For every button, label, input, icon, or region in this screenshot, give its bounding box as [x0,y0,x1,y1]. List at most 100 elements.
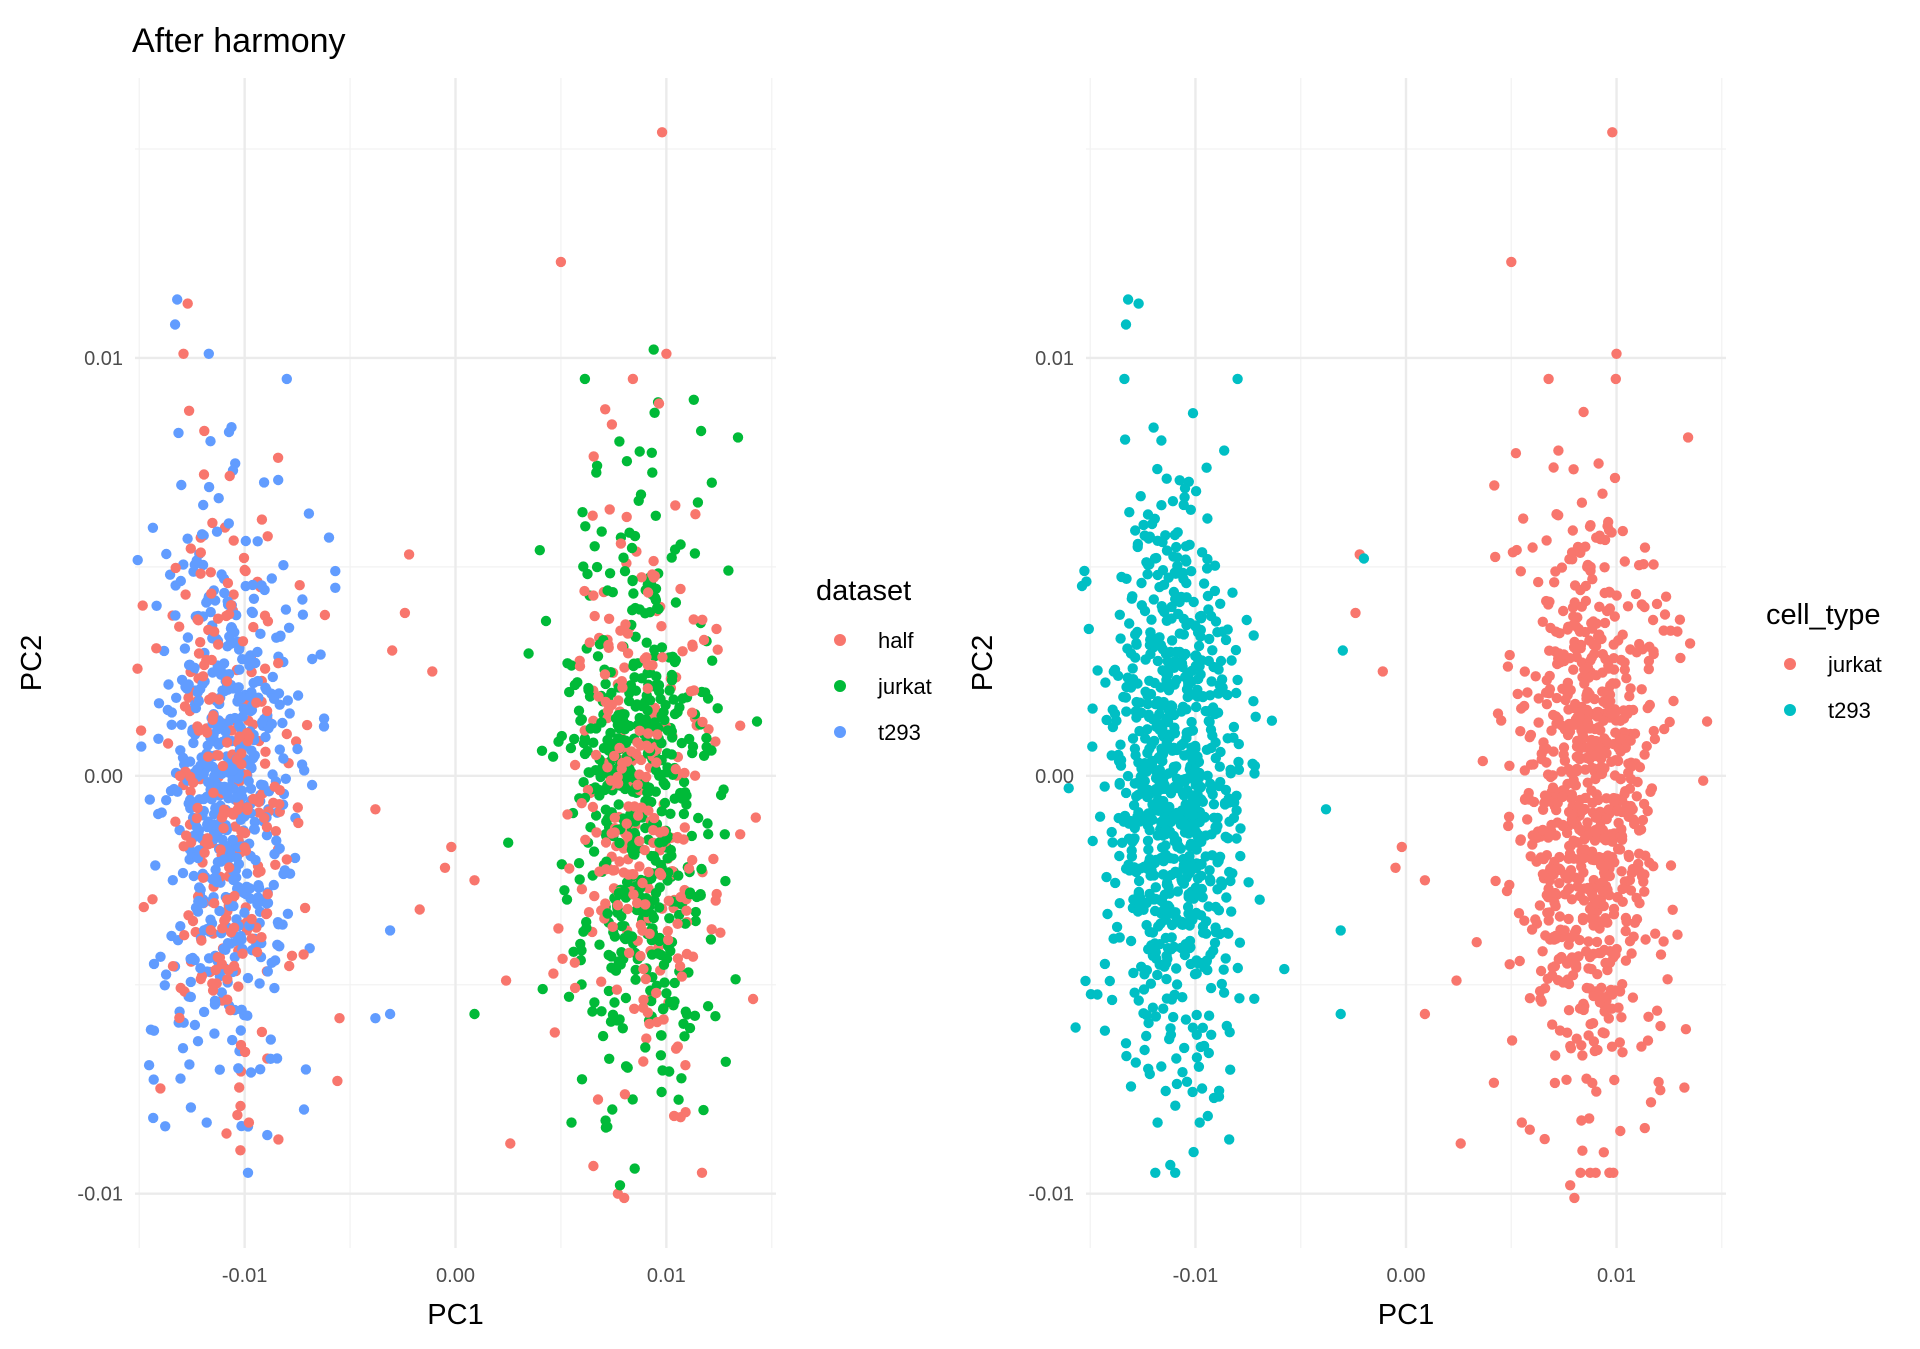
data-point-half [251,946,263,958]
data-point-t293 [1154,959,1165,970]
data-point-half [147,894,158,905]
data-point-t293 [318,721,330,732]
data-point-t293 [266,573,277,584]
data-point-half [239,1046,251,1058]
data-point-jurkat [1601,605,1613,617]
data-point-half [284,960,295,972]
data-point-t293 [1110,877,1121,889]
data-point-jurkat [1599,833,1610,845]
data-point-t293 [1169,811,1180,822]
data-point-jurkat [1578,1004,1589,1016]
data-point-t293 [1171,541,1182,553]
data-point-t293 [1195,631,1206,642]
data-point-jurkat [1544,670,1555,682]
data-point-half [193,615,204,626]
data-point-jurkat [566,660,577,671]
data-point-t293 [153,733,164,744]
data-point-jurkat [1542,769,1554,780]
data-point-jurkat [680,918,691,929]
data-point-t293 [1178,499,1189,511]
data-point-t293 [1179,750,1190,761]
data-point-jurkat [1537,946,1548,957]
data-point-half [199,425,210,437]
data-point-t293 [148,1074,159,1085]
data-point-half [232,804,243,815]
data-point-t293 [1149,677,1160,689]
data-point-jurkat [1584,1113,1595,1124]
data-point-half [162,738,174,749]
data-point-half [634,861,645,872]
data-point-half [569,759,581,771]
data-point-t293 [318,713,330,724]
data-point-jurkat [621,877,633,888]
data-point-t293 [1080,975,1091,987]
data-point-t293 [271,1053,283,1064]
data-point-jurkat [719,829,730,840]
data-point-t293 [1130,1057,1142,1068]
data-point-t293 [268,693,280,704]
data-point-half [634,835,645,847]
data-point-half [213,750,224,761]
data-point-t293 [1161,713,1172,724]
data-point-t293 [1198,1040,1210,1052]
data-point-t293 [202,759,214,771]
data-point-t293 [1150,784,1162,795]
data-point-jurkat [1587,574,1598,585]
data-point-t293 [1235,823,1246,834]
data-point-jurkat [1588,736,1599,747]
data-point-t293 [1179,818,1190,830]
data-point-half [185,543,196,554]
data-point-t293 [1146,614,1157,625]
data-point-t293 [300,1064,312,1075]
data-point-jurkat [1515,835,1526,846]
data-point-jurkat [1629,728,1641,739]
data-point-jurkat [616,947,627,958]
data-point-half [588,1160,599,1172]
data-point-t293 [182,632,194,643]
data-point-t293 [247,607,258,619]
data-point-half [648,825,659,836]
data-point-t293 [1131,639,1142,650]
data-point-half [174,621,185,632]
data-point-t293 [1196,610,1207,622]
data-point-half [592,1094,604,1105]
data-point-t293 [209,995,221,1006]
data-point-jurkat [1561,827,1573,839]
data-point-half [209,626,220,637]
data-point-t293 [1153,800,1165,812]
data-point-t293 [169,319,181,330]
data-point-half [708,853,719,865]
data-point-half [648,572,659,583]
data-point-t293 [196,529,208,540]
data-point-jurkat [592,651,604,662]
data-point-half [403,549,415,560]
data-point-half [500,975,512,986]
y-tick-label: 0.00 [1035,766,1074,788]
data-point-t293 [323,532,335,543]
data-point-half [259,663,271,674]
data-point-half [259,758,271,769]
data-point-jurkat [656,769,667,781]
data-point-half [298,949,309,960]
data-point-half [638,1056,649,1067]
data-point-t293 [161,548,172,560]
data-point-t293 [1164,661,1175,672]
data-point-jurkat [598,742,610,754]
data-point-half [272,452,284,463]
data-point-jurkat [655,1050,667,1061]
data-point-half [212,613,224,624]
data-point-jurkat [1582,882,1594,894]
data-point-t293 [1250,711,1261,722]
data-point-t293 [203,348,214,359]
data-point-jurkat [642,667,653,679]
data-point-jurkat [1564,883,1575,894]
data-point-jurkat [667,651,678,662]
data-point-half [210,964,221,976]
data-point-t293 [244,883,256,894]
data-point-t293 [245,1067,257,1078]
data-point-half [205,567,216,578]
data-point-jurkat [635,489,647,500]
data-point-half [656,127,668,138]
data-point-t293 [252,646,263,658]
points [1063,127,1713,1204]
